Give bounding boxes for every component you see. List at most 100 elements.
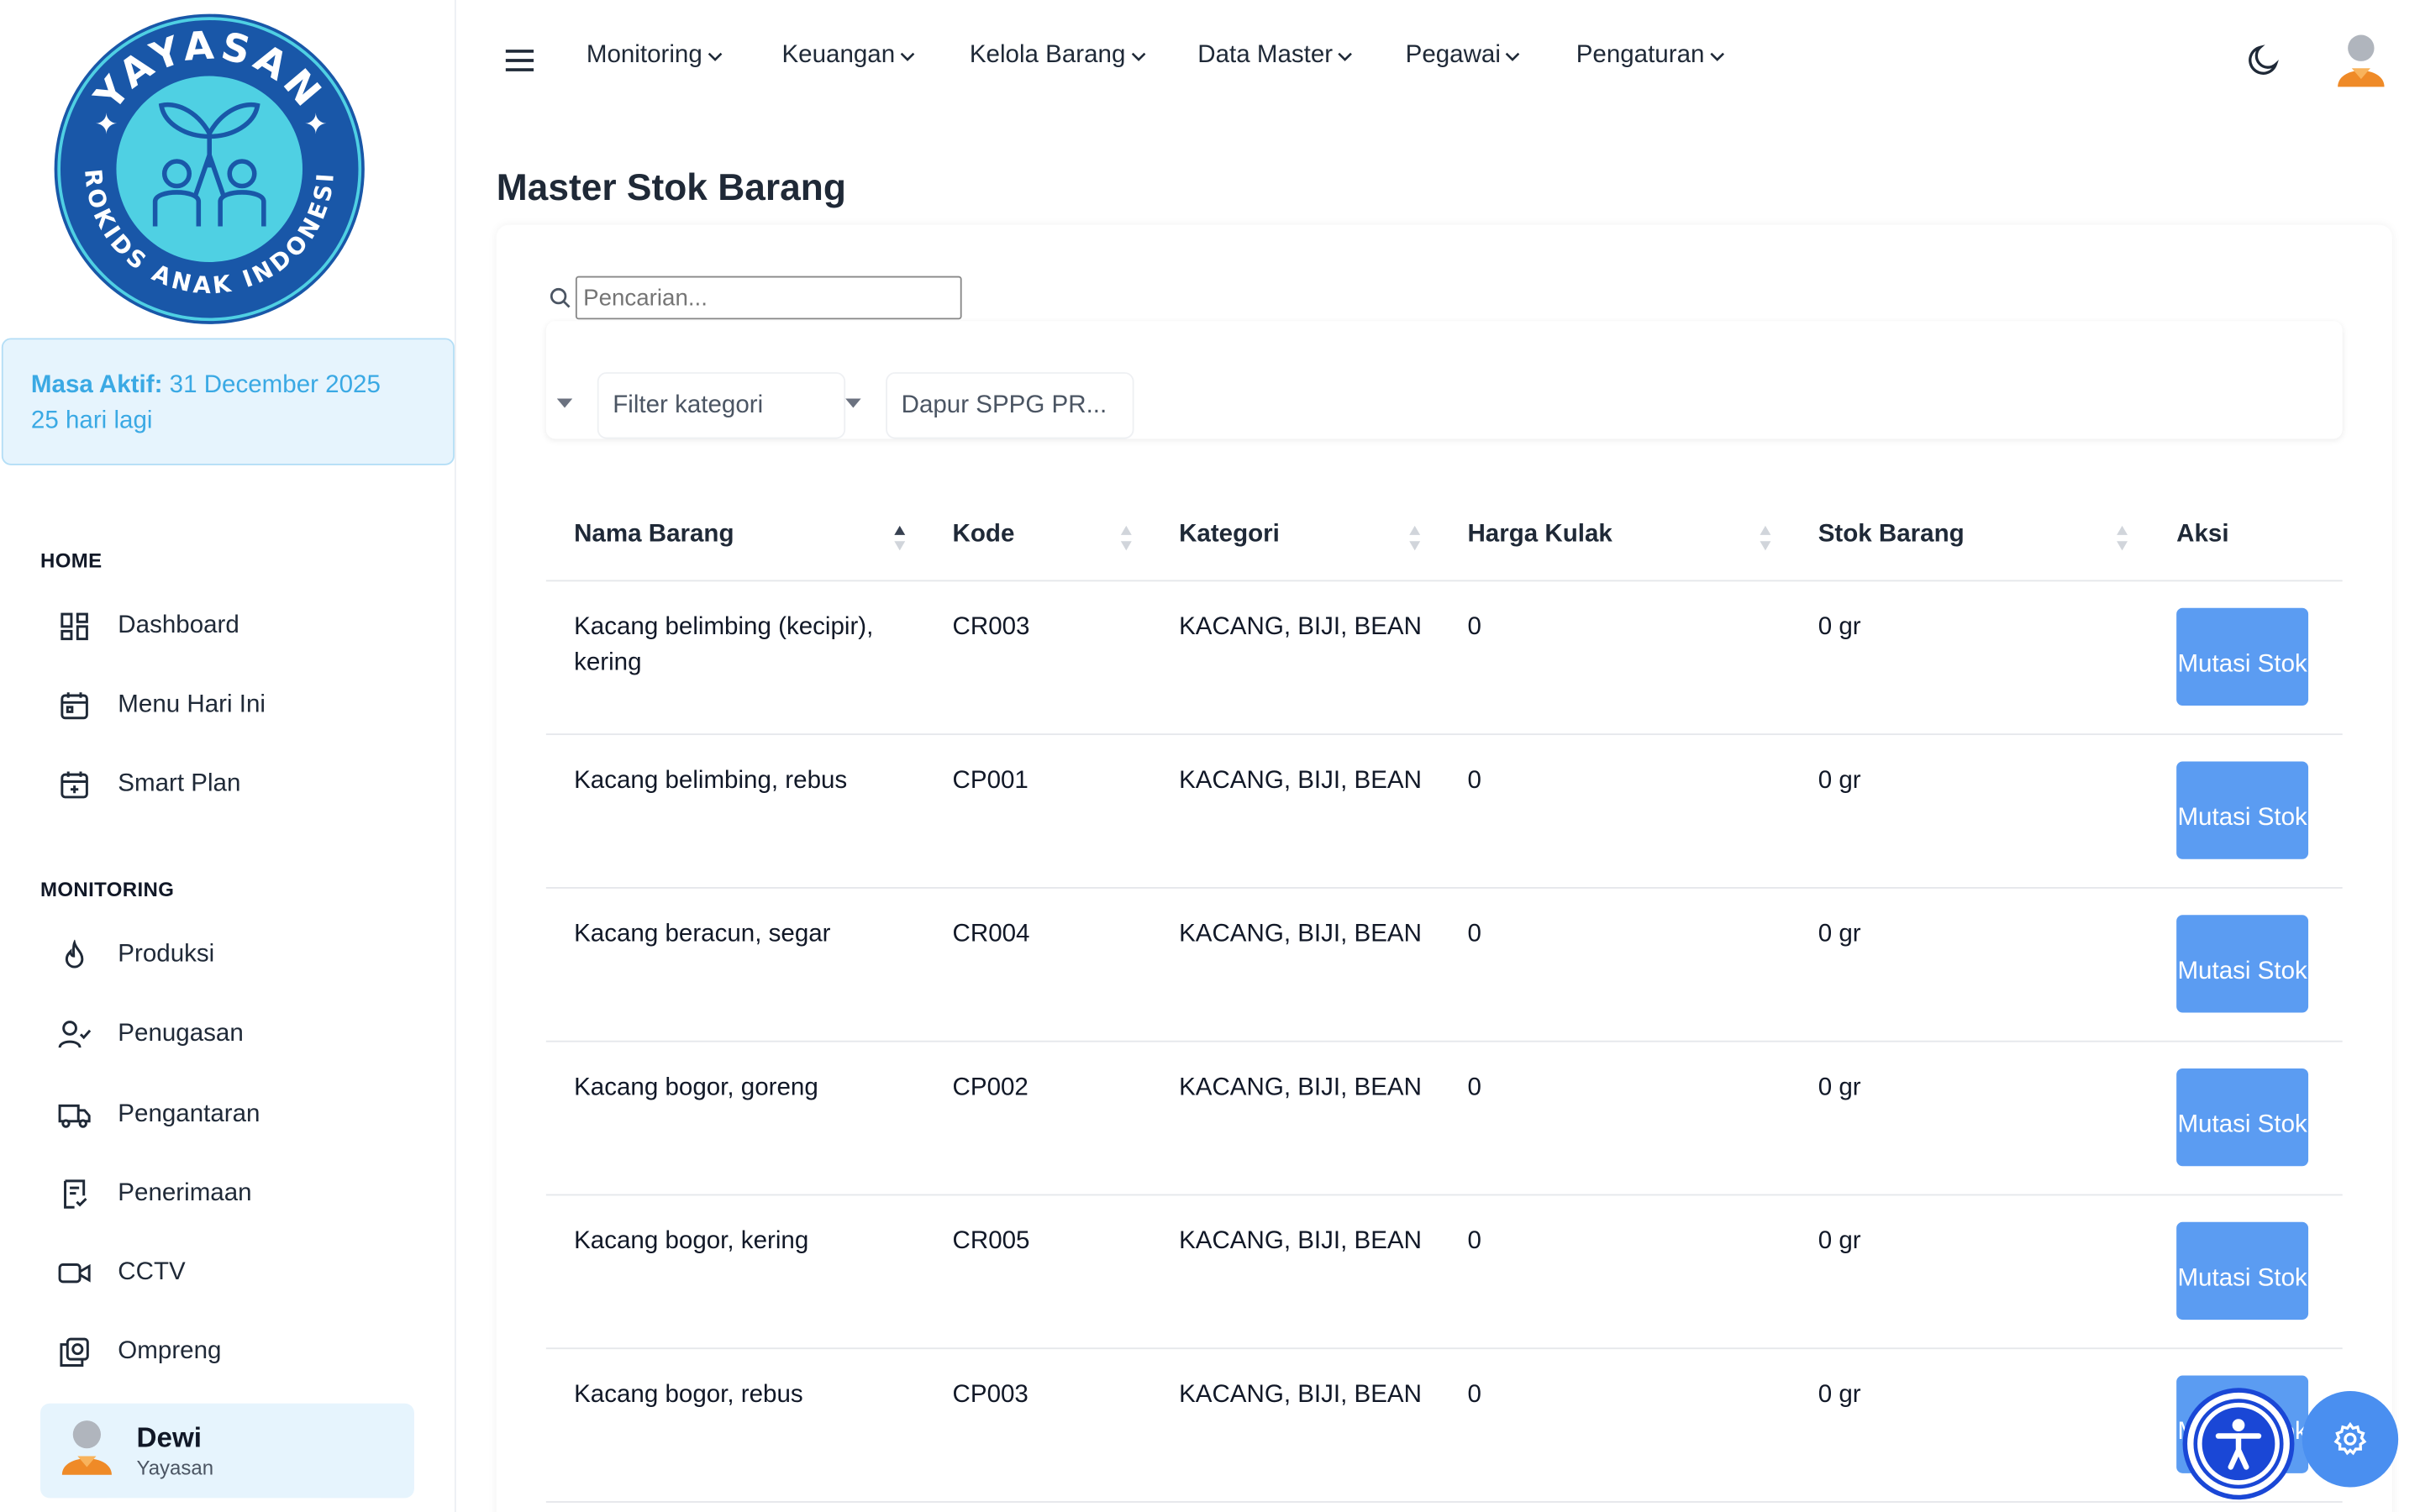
cell-kategori: KACANG, BIJI, BEAN <box>1179 614 1422 641</box>
flame-icon <box>55 937 92 974</box>
cell-stok-barang: 0 gr <box>1818 614 1861 641</box>
chevron-down-icon[interactable] <box>845 398 861 408</box>
cell-harga-kulak: 0 <box>1467 767 1481 795</box>
chevron-down-icon <box>900 51 915 60</box>
sidebar-item-smart-plan[interactable]: Smart Plan <box>40 753 413 816</box>
sort-icon[interactable] <box>1120 524 1133 552</box>
nav-menu-keuangan[interactable]: Keuangan <box>781 42 915 70</box>
gear-icon <box>2333 1421 2367 1456</box>
cell-stok-barang: 0 gr <box>1818 1228 1861 1255</box>
stock-card <box>496 224 2392 1512</box>
accessibility-fab-button[interactable] <box>2187 1392 2290 1495</box>
sidebar-item-label: CCTV <box>118 1259 186 1286</box>
sidebar-item-label: Pengantaran <box>118 1100 260 1128</box>
search-input[interactable] <box>575 276 962 320</box>
category-filter-value: Filter kategori <box>613 391 764 418</box>
mutasi-stok-button[interactable]: Mutasi Stok <box>2176 915 2309 1013</box>
cell-stok-barang: 0 gr <box>1818 1381 1861 1409</box>
nav-menu-label: Kelola Barang <box>969 41 1126 69</box>
sort-asc-icon[interactable] <box>893 524 906 552</box>
cell-harga-kulak: 0 <box>1467 614 1481 641</box>
table-divider <box>545 1194 2343 1196</box>
sidebar-item-label: Produksi <box>118 941 215 968</box>
nav-menu-label: Keuangan <box>781 41 896 69</box>
nav-menu-label: Monitoring <box>586 41 702 69</box>
sort-icon[interactable] <box>1760 524 1772 552</box>
nav-menu-data-master[interactable]: Data Master <box>1197 42 1353 70</box>
mutasi-stok-button[interactable]: Mutasi Stok <box>2176 1068 2309 1167</box>
cell-nama-barang: Kacang bogor, rebus <box>574 1381 803 1409</box>
svg-text:✦: ✦ <box>304 109 328 140</box>
mutasi-stok-button[interactable]: Mutasi Stok <box>2176 1221 2309 1320</box>
dashboard-grid-icon <box>55 608 92 645</box>
sidebar-item-label: Ompreng <box>118 1338 222 1365</box>
mutasi-stok-button[interactable]: Mutasi Stok <box>2176 607 2309 706</box>
sidebar-item-penerimaan[interactable]: Penerimaan <box>40 1163 413 1226</box>
cell-kategori: KACANG, BIJI, BEAN <box>1179 1381 1422 1409</box>
svg-text:✦: ✦ <box>95 109 118 140</box>
column-header-aksi: Aksi <box>2176 521 2229 548</box>
section-monitoring-title: MONITORING <box>40 877 175 901</box>
avatar <box>59 1416 114 1486</box>
sidebar-item-pengantaran[interactable]: Pengantaran <box>40 1084 413 1146</box>
chevron-down-icon <box>1338 51 1353 60</box>
sidebar-item-menu-hari-ini[interactable]: Menu Hari Ini <box>40 675 413 737</box>
sidebar-user-card[interactable]: Dewi Yayasan <box>40 1403 414 1499</box>
user-check-icon <box>55 1016 92 1053</box>
sidebar-item-label: Penugasan <box>118 1020 244 1047</box>
receipt-icon <box>55 1175 92 1212</box>
column-header-nama-barang[interactable]: Nama Barang <box>574 521 734 548</box>
cell-kode: CP003 <box>952 1381 1028 1409</box>
nav-menu-monitoring[interactable]: Monitoring <box>587 42 723 70</box>
sidebar-item-ompreng[interactable]: Ompreng <box>40 1321 413 1383</box>
cell-kode: CP001 <box>952 767 1028 795</box>
calendar-icon <box>55 687 92 724</box>
cell-kategori: KACANG, BIJI, BEAN <box>1179 1074 1422 1101</box>
sidebar-item-label: Dashboard <box>118 612 239 639</box>
cell-nama-barang: Kacang beracun, segar <box>574 921 831 948</box>
cell-nama-barang: Kacang belimbing (kecipir), kering <box>574 614 874 676</box>
sidebar-item-dashboard[interactable]: Dashboard <box>40 596 413 658</box>
nav-menu-pegawai[interactable]: Pegawai <box>1406 42 1521 70</box>
profile-avatar[interactable] <box>2334 31 2387 90</box>
settings-fab-button[interactable] <box>2302 1391 2399 1488</box>
collapse-caret-icon[interactable] <box>556 398 573 408</box>
nav-menu-label: Pengaturan <box>1576 41 1705 69</box>
cell-kode: CP002 <box>952 1074 1028 1101</box>
sort-icon[interactable] <box>1408 524 1421 552</box>
location-filter-select[interactable]: Dapur SPPG PR... <box>886 372 1134 439</box>
nav-menu-pengaturan[interactable]: Pengaturan <box>1576 42 1725 70</box>
sidebar-item-penugasan[interactable]: Penugasan <box>40 1003 413 1065</box>
nav-menu-kelola-barang[interactable]: Kelola Barang <box>970 42 1146 70</box>
cell-nama-barang: Kacang bogor, goreng <box>574 1074 818 1101</box>
table-divider <box>545 733 2343 736</box>
cell-harga-kulak: 0 <box>1467 1228 1481 1255</box>
sidebar-item-produksi[interactable]: Produksi <box>40 924 413 986</box>
cell-harga-kulak: 0 <box>1467 1074 1481 1101</box>
page-title: Master Stok Barang <box>496 167 846 210</box>
accessibility-icon <box>2197 1402 2280 1485</box>
nav-menu-label: Pegawai <box>1405 41 1501 69</box>
chevron-down-icon <box>708 51 722 60</box>
cell-kode: CR003 <box>952 614 1030 641</box>
sidebar: YAYASAN PROKIDS ANAK INDONESIA ✦ ✦ <box>0 0 456 1512</box>
hamburger-menu-icon[interactable] <box>504 46 535 74</box>
nav-menu-label: Data Master <box>1197 41 1334 69</box>
column-header-kode[interactable]: Kode <box>952 521 1015 548</box>
sort-icon[interactable] <box>2116 524 2128 552</box>
search-icon <box>550 287 571 309</box>
cell-nama-barang: Kacang belimbing, rebus <box>574 767 848 795</box>
column-header-harga-kulak[interactable]: Harga Kulak <box>1467 521 1612 548</box>
column-header-stok-barang[interactable]: Stok Barang <box>1818 521 1965 548</box>
subscription-info: Masa Aktif: 31 December 2025 25 hari lag… <box>1 338 455 465</box>
mutasi-stok-button[interactable]: Mutasi Stok <box>2176 761 2309 859</box>
cell-nama-barang: Kacang bogor, kering <box>574 1228 809 1255</box>
subscription-label: Masa Aktif: <box>30 372 163 399</box>
category-filter-select[interactable]: Filter kategori <box>597 372 846 439</box>
location-filter-value: Dapur SPPG PR... <box>901 391 1107 418</box>
table-divider <box>545 1501 2343 1503</box>
dark-mode-moon-icon[interactable] <box>2244 42 2281 79</box>
column-header-kategori[interactable]: Kategori <box>1179 521 1280 548</box>
sidebar-item-cctv[interactable]: CCTV <box>40 1242 413 1305</box>
user-name: Dewi <box>136 1421 203 1452</box>
